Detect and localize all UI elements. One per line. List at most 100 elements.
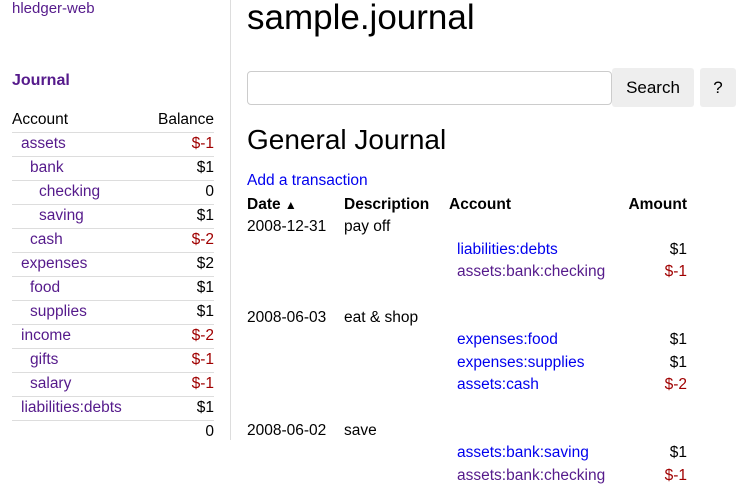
account-cell: saving xyxy=(12,204,146,228)
account-link[interactable]: liabilities:debts xyxy=(21,399,122,416)
posting-account-link[interactable]: expenses:supplies xyxy=(457,354,585,371)
balance-cell: $1 xyxy=(146,396,214,420)
posting-account-link[interactable]: assets:bank:checking xyxy=(457,263,605,280)
account-cell: bank xyxy=(12,156,146,180)
transaction-date: 2008-12-31 xyxy=(247,216,344,239)
posting-amount: $1 xyxy=(622,239,687,262)
account-row: cash $-2 xyxy=(12,228,214,252)
total-row: 0 xyxy=(12,420,214,444)
account-row: gifts $-1 xyxy=(12,348,214,372)
add-transaction-link[interactable]: Add a transaction xyxy=(247,172,368,190)
balance-cell: $1 xyxy=(146,156,214,180)
posting-account-link[interactable]: expenses:food xyxy=(457,331,558,348)
transaction-description: pay off xyxy=(344,216,449,239)
posting-amount: $-1 xyxy=(622,465,687,487)
posting-row: assets:bank:checking $-1 xyxy=(247,465,687,487)
posting-row: liabilities:debts $1 xyxy=(247,239,687,262)
help-button[interactable]: ? xyxy=(700,68,736,107)
account-cell: income xyxy=(12,324,146,348)
balance-cell: $-1 xyxy=(146,372,214,396)
account-row: food $1 xyxy=(12,276,214,300)
search-input[interactable] xyxy=(247,71,612,105)
account-link[interactable]: income xyxy=(21,327,71,344)
journal-link[interactable]: Journal xyxy=(12,72,70,90)
sidebar: hledger-web Journal Account Balance asse… xyxy=(0,0,231,440)
posting-amount: $1 xyxy=(622,329,687,352)
total-balance: 0 xyxy=(146,420,214,444)
account-cell: expenses xyxy=(12,252,146,276)
transaction-description: eat & shop xyxy=(344,307,449,330)
account-row: assets $-1 xyxy=(12,132,214,156)
posting-account-link[interactable]: assets:bank:checking xyxy=(457,467,605,484)
journal-heading: General Journal xyxy=(247,124,446,156)
posting-amount: $-1 xyxy=(622,261,687,284)
posting-amount: $-2 xyxy=(622,374,687,397)
account-cell: liabilities:debts xyxy=(12,396,146,420)
balance-cell: $1 xyxy=(146,300,214,324)
account-link[interactable]: bank xyxy=(30,159,64,176)
account-link[interactable]: salary xyxy=(30,375,71,392)
amount-header: Amount xyxy=(622,194,687,216)
account-cell: supplies xyxy=(12,300,146,324)
account-row: saving $1 xyxy=(12,204,214,228)
account-cell: food xyxy=(12,276,146,300)
posting-amount: $1 xyxy=(622,442,687,465)
page-title: sample.journal xyxy=(247,0,475,38)
spacer xyxy=(247,284,687,307)
journal-table: Date ▲ Description Account Amount 2008-1… xyxy=(247,194,687,487)
account-link[interactable]: gifts xyxy=(30,351,58,368)
account-header: Account xyxy=(12,108,146,132)
account-link[interactable]: food xyxy=(30,279,60,296)
account-cell: assets xyxy=(12,132,146,156)
account-cell: gifts xyxy=(12,348,146,372)
posting-row: expenses:supplies $1 xyxy=(247,352,687,375)
account-row: liabilities:debts $1 xyxy=(12,396,214,420)
posting-row: assets:bank:saving $1 xyxy=(247,442,687,465)
account-cell: cash xyxy=(12,228,146,252)
description-header: Description xyxy=(344,194,449,216)
account-row: bank $1 xyxy=(12,156,214,180)
account-link[interactable]: supplies xyxy=(30,303,87,320)
posting-account-link[interactable]: liabilities:debts xyxy=(457,241,558,258)
total-label xyxy=(12,420,146,444)
balance-cell: $-2 xyxy=(146,228,214,252)
account-cell: salary xyxy=(12,372,146,396)
balance-cell: $1 xyxy=(146,204,214,228)
spacer xyxy=(247,397,687,420)
transaction-description: save xyxy=(344,420,449,443)
account-link[interactable]: expenses xyxy=(21,255,87,272)
account-link[interactable]: checking xyxy=(39,183,100,200)
posting-row: assets:bank:checking $-1 xyxy=(247,261,687,284)
transaction-date: 2008-06-03 xyxy=(247,307,344,330)
balance-header: Balance xyxy=(146,108,214,132)
account-header: Account xyxy=(449,194,622,216)
account-row: expenses $2 xyxy=(12,252,214,276)
brand-link[interactable]: hledger-web xyxy=(12,0,95,17)
account-cell: checking xyxy=(12,180,146,204)
balance-cell: $-1 xyxy=(146,132,214,156)
balance-cell: $-2 xyxy=(146,324,214,348)
account-link[interactable]: saving xyxy=(39,207,84,224)
account-row: salary $-1 xyxy=(12,372,214,396)
account-row: income $-2 xyxy=(12,324,214,348)
account-link[interactable]: assets xyxy=(21,135,66,152)
posting-account-link[interactable]: assets:bank:saving xyxy=(457,444,589,461)
posting-row: assets:cash $-2 xyxy=(247,374,687,397)
date-header-label: Date xyxy=(247,196,281,213)
account-row: supplies $1 xyxy=(12,300,214,324)
balance-cell: $-1 xyxy=(146,348,214,372)
date-header[interactable]: Date ▲ xyxy=(247,194,344,216)
balance-cell: $2 xyxy=(146,252,214,276)
posting-account-link[interactable]: assets:cash xyxy=(457,376,539,393)
account-link[interactable]: cash xyxy=(30,231,63,248)
balance-cell: $1 xyxy=(146,276,214,300)
posting-amount: $1 xyxy=(622,352,687,375)
caret-up-icon: ▲ xyxy=(285,198,297,212)
search-button[interactable]: Search xyxy=(612,68,694,107)
posting-row: expenses:food $1 xyxy=(247,329,687,352)
transaction-date: 2008-06-02 xyxy=(247,420,344,443)
